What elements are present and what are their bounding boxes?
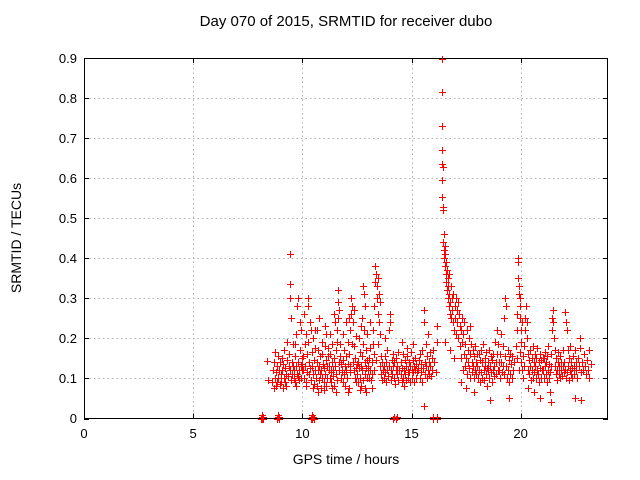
x-axis-label: GPS time / hours <box>292 451 400 467</box>
plot-border <box>84 58 608 419</box>
y-tick-label: 0.1 <box>58 370 77 386</box>
x-tick-label: 15 <box>404 426 419 441</box>
x-tick-label: 20 <box>513 426 528 441</box>
y-tick-label: 0.7 <box>58 130 77 146</box>
chart-title: Day 070 of 2015, SRMTID for receiver dub… <box>199 13 493 30</box>
y-tick-label: 0 <box>69 411 77 426</box>
y-tick-label: 0.4 <box>58 250 77 266</box>
y-tick-label: 0.9 <box>58 50 77 66</box>
y-tick-label: 0.2 <box>58 330 77 346</box>
x-tick-label: 10 <box>295 426 310 441</box>
y-tick-label: 0.6 <box>58 170 77 186</box>
y-tick-label: 0.8 <box>58 90 77 106</box>
y-axis-label: SRMTID / TECUs <box>8 182 24 294</box>
x-tick-label: 5 <box>189 426 197 441</box>
scatter-points <box>258 56 595 423</box>
y-tick-label: 0.5 <box>58 210 77 226</box>
y-tick-label: 0.3 <box>58 290 77 306</box>
x-tick-label: 0 <box>80 426 88 441</box>
